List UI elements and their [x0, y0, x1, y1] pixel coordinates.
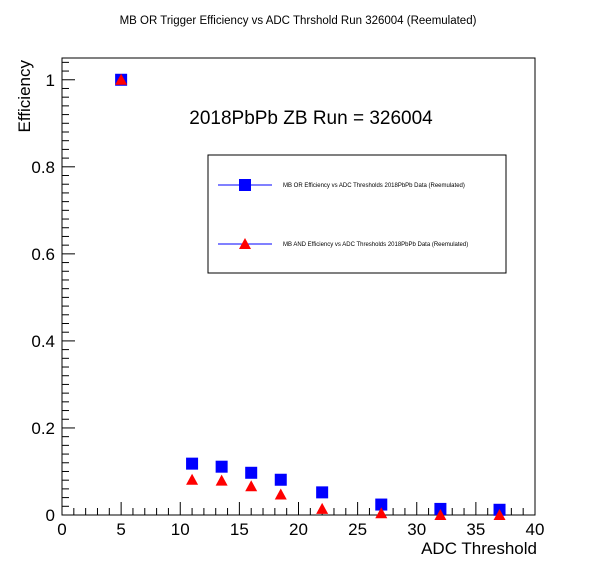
y-tick-label: 1: [46, 71, 55, 90]
and-efficiency-point: [215, 474, 228, 486]
x-tick-label: 5: [116, 520, 125, 539]
and-efficiency-point: [434, 509, 447, 520]
x-tick-label: 25: [348, 520, 367, 539]
legend-marker-or: [239, 179, 251, 191]
x-tick-label: 10: [171, 520, 190, 539]
and-efficiency-point: [316, 502, 329, 514]
or-efficiency-point: [215, 460, 228, 473]
plot-annotation: 2018PbPb ZB Run = 326004: [189, 108, 433, 129]
and-efficiency-point: [186, 473, 199, 485]
x-tick-label: 30: [407, 520, 426, 539]
and-efficiency-point: [375, 507, 388, 519]
y-axis-label: Efficiency: [15, 60, 34, 133]
or-efficiency-point: [316, 486, 329, 499]
or-efficiency-point: [186, 457, 199, 470]
or-efficiency-point: [245, 466, 258, 479]
legend-label-or: MB OR Efficiency vs ADC Thresholds 2018P…: [283, 183, 465, 189]
y-tick-label: 0.6: [31, 245, 55, 264]
legend: MB OR Efficiency vs ADC Thresholds 2018P…: [207, 154, 507, 274]
legend-marker-and: [239, 238, 251, 249]
or-efficiency-point: [434, 502, 447, 515]
x-axis-label: ADC Threshold: [421, 539, 537, 558]
and-efficiency-point: [493, 509, 506, 520]
y-tick-label: 0.2: [31, 419, 55, 438]
x-tick-label: 35: [466, 520, 485, 539]
legend-box: [207, 154, 507, 274]
and-efficiency-point: [274, 488, 287, 500]
x-tick-label: 15: [230, 520, 249, 539]
chart-title: MB OR Trigger Efficiency vs ADC Thrshold…: [120, 15, 477, 27]
x-tick-label: 0: [57, 520, 66, 539]
data-markers: [115, 73, 506, 520]
or-efficiency-point: [375, 498, 388, 511]
y-tick-label: 0: [46, 506, 55, 525]
x-axis: 0 5 10 15 20 25 30 35 40: [57, 502, 544, 539]
and-efficiency-point: [245, 480, 258, 492]
and-efficiency-point: [115, 73, 128, 85]
or-efficiency-point: [274, 473, 287, 486]
legend-label-and: MB AND Efficiency vs ADC Thresholds 2018…: [283, 242, 468, 248]
y-tick-label: 0.8: [31, 158, 55, 177]
y-axis: 0 0.2 0.4 0.6 0.8 1: [31, 61, 75, 525]
x-tick-label: 40: [526, 520, 545, 539]
x-tick-label: 20: [289, 520, 308, 539]
y-tick-label: 0.4: [31, 332, 55, 351]
